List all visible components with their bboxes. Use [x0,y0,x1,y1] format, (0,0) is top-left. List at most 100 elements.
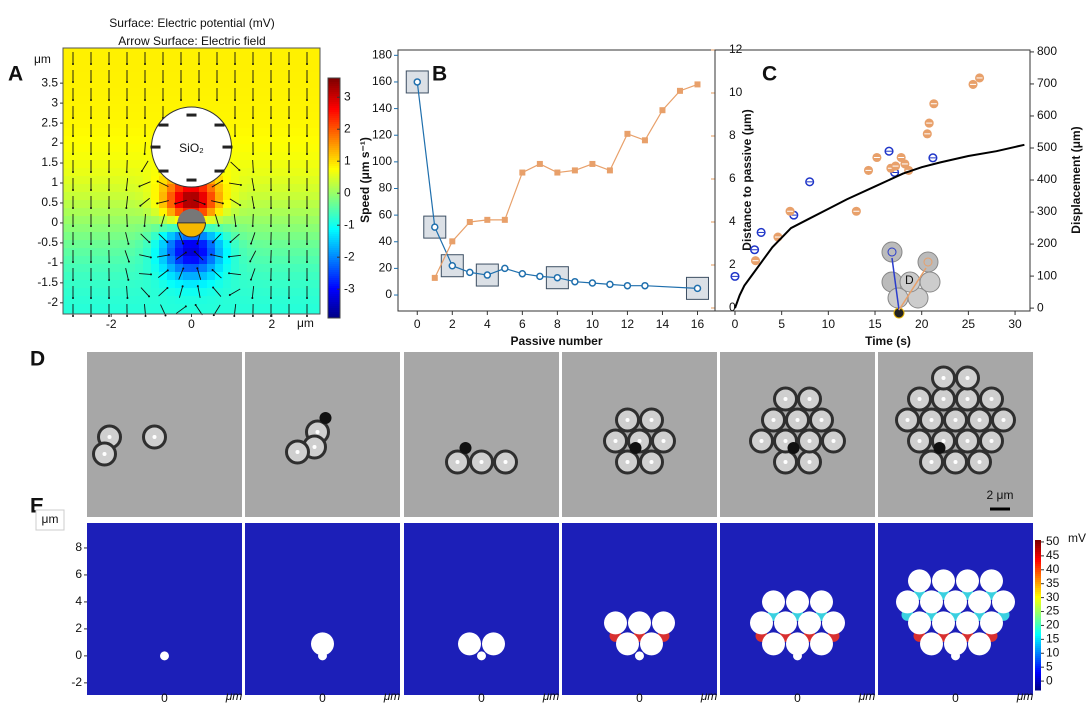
arrow-head [252,135,254,137]
map-cell [151,96,160,105]
field-map [87,523,242,695]
data-point [502,265,508,271]
map-cell [103,144,112,153]
arrow-head [270,207,272,209]
panel-label: D [30,348,45,371]
map-cell [247,144,256,153]
map-cell [183,96,192,105]
map-cell [279,72,288,81]
map-cell [271,256,280,265]
map-cell [287,56,296,65]
map-cell [207,280,216,289]
map-cell [79,272,88,281]
x-tick-label: 2 [449,317,456,331]
map-cell [135,80,144,89]
particle-core [954,460,958,464]
map-cell [295,296,304,305]
map-cell [271,224,280,233]
map-cell [239,168,248,177]
arrow-head [270,297,272,299]
y-tick-label: 0.5 [41,195,58,209]
x-tick-label: 30 [1008,317,1022,331]
map-cell [183,248,192,257]
data-point [537,273,543,279]
map-cell [255,88,264,97]
map-cell [143,48,152,57]
map-cell [295,72,304,81]
arrow-head [288,153,290,155]
map-cell [159,192,168,201]
charge [187,179,197,182]
map-cell [239,72,248,81]
map-cell [223,264,232,273]
y-tick-label: -1 [47,255,58,269]
arrow-head [240,184,242,186]
map-cell [135,128,144,137]
map-cell [255,64,264,73]
map-cell [63,216,72,225]
map-cell [95,168,104,177]
map-cell [127,160,136,169]
map-cell [135,72,144,81]
map-cell [119,176,128,185]
map-cell [279,120,288,129]
colorbar-tick-label: 25 [1046,604,1060,618]
map-cell [247,288,256,297]
map-cell [279,264,288,273]
map-cell [239,192,248,201]
map-cell [255,184,264,193]
map-cell [103,88,112,97]
arrow-head [144,81,146,83]
arrow-head [306,153,308,155]
map-cell [215,296,224,305]
arrow-head [144,153,146,155]
particle-core [662,439,666,443]
map-cell [263,200,272,209]
arrow-head [270,225,272,227]
panel-label: B [432,63,447,86]
map-cell [151,216,160,225]
map-cell [295,152,304,161]
arrow-head [288,171,290,173]
map-cell [199,264,208,273]
map-cell [199,248,208,257]
map-cell [263,112,272,121]
map-cell [263,48,272,57]
map-cell [247,104,256,113]
y-tick-label: 2.5 [41,115,58,129]
map-cell [151,184,160,193]
map-cell [143,296,152,305]
sphere [810,632,833,655]
particle-core [966,397,970,401]
particle-core [942,397,946,401]
map-cell [135,144,144,153]
map-cell [263,232,272,241]
map-cell [263,152,272,161]
map-cell [215,64,224,73]
arrow-head [72,243,74,245]
arrow-head [251,297,253,299]
map-cell [111,224,120,233]
map-cell [79,184,88,193]
map-cell [223,200,232,209]
map-cell [279,48,288,57]
map-cell [239,88,248,97]
map-cell [215,48,224,57]
map-cell [119,160,128,169]
data-point [677,88,683,94]
map-cell [311,168,320,177]
data-point [589,280,595,286]
data-point [467,219,473,225]
map-cell [199,56,208,65]
map-cell [135,208,144,217]
map-cell [63,224,72,233]
scale-label: 2 μm [987,488,1014,502]
map-cell [311,64,320,73]
map-cell [215,200,224,209]
map-cell [287,256,296,265]
map-cell [183,56,192,65]
map-cell [263,256,272,265]
map-cell [215,208,224,217]
particle-core [108,435,112,439]
map-cell [207,64,216,73]
